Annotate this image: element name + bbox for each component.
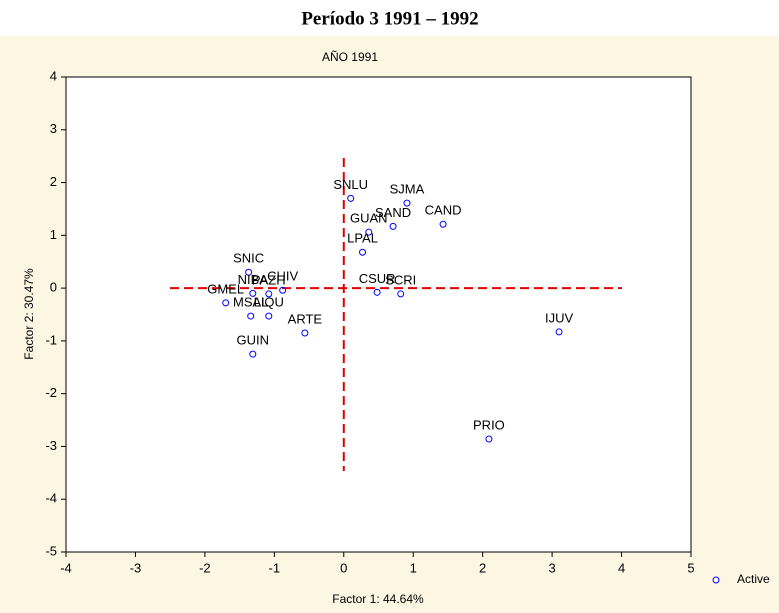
point-label: GMEL xyxy=(207,281,244,296)
x-tick-label: 5 xyxy=(687,560,694,575)
subtitle: AÑO 1991 xyxy=(322,50,378,64)
point xyxy=(389,222,397,230)
point-label: PAZH xyxy=(252,272,286,287)
legend-label: Active xyxy=(737,572,770,586)
x-tick-label: 3 xyxy=(548,560,555,575)
x-tick-label: 4 xyxy=(618,560,625,575)
point xyxy=(485,435,493,443)
point xyxy=(265,312,273,320)
point xyxy=(247,312,255,320)
point xyxy=(439,220,447,228)
point-label: CHIV xyxy=(267,269,298,284)
point xyxy=(365,228,373,236)
y-axis-label: Factor 2: 30.47% xyxy=(22,268,36,360)
point xyxy=(249,289,257,297)
point xyxy=(359,248,367,256)
point-label: SAND xyxy=(375,205,411,220)
y-tick-label: 3 xyxy=(50,121,57,136)
point xyxy=(347,194,355,202)
point xyxy=(245,268,253,276)
y-tick-label: 2 xyxy=(50,174,57,189)
point-label: SNIC xyxy=(233,251,264,266)
point-label: MSAL xyxy=(233,295,268,310)
x-tick-label: 1 xyxy=(410,560,417,575)
point xyxy=(249,350,257,358)
point-label: PRIO xyxy=(473,417,505,432)
x-axis-label: Factor 1: 44.64% xyxy=(332,592,424,606)
x-tick-label: 2 xyxy=(479,560,486,575)
point-label: SNLU xyxy=(333,177,368,192)
y-tick-label: 1 xyxy=(50,227,57,242)
y-tick-label: -4 xyxy=(45,491,57,506)
chart-title: Período 3 1991 – 1992 xyxy=(301,8,478,29)
point xyxy=(397,290,405,298)
point xyxy=(373,288,381,296)
point xyxy=(301,329,309,337)
point xyxy=(403,199,411,207)
y-tick-label: -2 xyxy=(45,385,57,400)
plot-frame xyxy=(65,76,692,553)
point xyxy=(222,299,230,307)
legend-marker xyxy=(712,576,720,584)
x-tick-label: -4 xyxy=(60,560,72,575)
point-label: SCRI xyxy=(385,272,416,287)
point-label: SJMA xyxy=(390,182,425,197)
point-label: GUAN xyxy=(350,211,388,226)
point xyxy=(279,286,287,294)
point xyxy=(555,328,563,336)
x-tick-label: -2 xyxy=(199,560,211,575)
x-tick-label: -1 xyxy=(269,560,281,575)
point-label: GUIN xyxy=(237,333,270,348)
point-label: IJUV xyxy=(545,310,574,325)
point-label: ARTE xyxy=(288,311,323,326)
point-label: LPAL xyxy=(347,231,378,246)
point-label: LIQU xyxy=(254,295,284,310)
point xyxy=(265,290,273,298)
point-label: NIBA xyxy=(238,272,269,287)
y-tick-label: -3 xyxy=(45,438,57,453)
y-tick-label: 0 xyxy=(50,280,57,295)
x-tick-label: 0 xyxy=(340,560,347,575)
point-label: CAND xyxy=(425,203,462,218)
plot-area xyxy=(66,77,691,552)
y-tick-label: -1 xyxy=(45,332,57,347)
point-label: CSUR xyxy=(359,271,396,286)
y-tick-label: -5 xyxy=(45,543,57,558)
y-tick-label: 4 xyxy=(50,68,57,83)
x-tick-label: -3 xyxy=(130,560,142,575)
